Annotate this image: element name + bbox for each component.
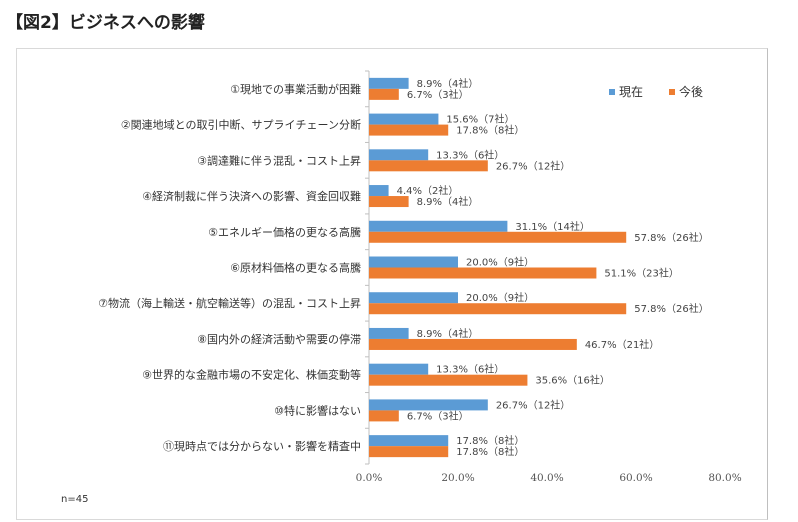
bar-future [369,196,409,208]
bar-current [369,292,458,304]
bar-current [369,113,439,125]
legend-swatch-current [609,89,615,95]
bar-current [369,149,429,161]
chart-bars: 8.9%（4社）6.7%（3社）15.6%（7社）17.8%（8社）13.3%（… [369,77,709,458]
sample-size-note: n=45 [61,494,88,505]
bar-future [369,160,488,172]
page-title: 【図2】ビジネスへの影響 [6,13,205,33]
category-label: ⑦物流（海上輸送・航空輸送等）の混乱・コスト上昇 [98,296,361,310]
data-label-current: 17.8%（8社） [456,434,524,447]
x-tick-label: 60.0% [619,472,652,484]
category-label: ⑧国内外の経済活動や需要の停滞 [197,332,361,346]
data-label-current: 20.0%（9社） [466,291,534,304]
chart-category-labels: ①現地での事業活動が困難 ②関連地域との取引中断、サプライチェーン分断 ③調達難に伴… [98,82,361,453]
data-label-future: 6.7%（3社） [407,88,469,101]
data-label-future: 51.1%（23社） [604,267,679,280]
bar-current [369,363,429,375]
bar-future [369,88,399,100]
bar-future [369,124,449,136]
chart-x-ticks: 0.0% 20.0% 40.0% 60.0% 80.0% [356,472,742,484]
legend-label-future: 今後 [679,84,703,99]
data-label-future: 6.7%（3社） [407,409,469,422]
data-label-future: 35.6%（16社） [535,374,610,387]
bar-current [369,185,389,197]
data-label-current: 20.0%（9社） [466,256,534,269]
chart-axes [365,70,370,465]
data-label-future: 26.7%（12社） [496,159,571,172]
data-label-current: 8.9%（4社） [417,327,479,340]
chart-frame: 8.9%（4社） 6.7%（3社） 15.6%（7社） 17.8%（8社） 13.3%（… [16,48,768,520]
category-label: ⑪現時点では分からない・影響を精査中 [163,439,361,453]
bar-future [369,303,627,315]
chart-legend: 現在 今後 [609,84,703,99]
data-label-current: 13.3%（6社） [436,363,504,376]
category-label: ④経済制裁に伴う決済への影響、資金回収難 [142,189,361,203]
category-label: ②関連地域との取引中断、サプライチェーン分断 [121,118,361,132]
data-label-future: 8.9%（4社） [417,195,479,208]
legend-swatch-future [669,89,675,95]
bar-future [369,338,577,350]
data-label-future: 17.8%（8社） [456,445,524,458]
x-tick-label: 40.0% [530,472,563,484]
data-label-current: 13.3%（6社） [436,148,504,161]
category-label: ①現地での事業活動が困難 [230,82,361,96]
x-tick-label: 0.0% [356,472,383,484]
bar-current [369,435,449,447]
bar-future [369,410,399,422]
data-label-current: 4.4%（2社） [397,184,459,197]
category-label: ⑤エネルギー価格の更なる高騰 [208,225,361,239]
bar-current [369,77,409,89]
data-label-future: 17.8%（8社） [456,124,524,137]
data-label-future: 57.8%（26社） [634,231,709,244]
data-label-future: 57.8%（26社） [634,302,709,315]
bar-future [369,267,597,279]
bar-current [369,220,508,232]
x-tick-label: 80.0% [708,472,741,484]
data-label-current: 15.6%（7社） [446,113,514,126]
bar-chart: 8.9%（4社）6.7%（3社）15.6%（7社）17.8%（8社）13.3%（… [61,70,742,505]
data-label-future: 46.7%（21社） [585,338,660,351]
bar-future [369,446,449,458]
bar-current [369,256,458,268]
data-label-current: 31.1%（14社） [515,220,590,233]
category-label: ⑩特に影響はない [274,403,361,417]
category-label: ③調達難に伴う混乱・コスト上昇 [197,153,361,167]
x-tick-label: 20.0% [441,472,474,484]
legend-label-current: 現在 [619,85,643,99]
category-label: ⑨世界的な金融市場の不安定化、株価変動等 [142,368,361,382]
bar-current [369,399,488,411]
category-label: ⑥原材料価格の更なる高騰 [230,261,361,275]
bar-current [369,327,409,339]
data-label-current: 8.9%（4社） [417,77,479,90]
bar-future [369,231,627,243]
data-label-current: 26.7%（12社） [496,398,571,411]
bar-future [369,374,528,386]
